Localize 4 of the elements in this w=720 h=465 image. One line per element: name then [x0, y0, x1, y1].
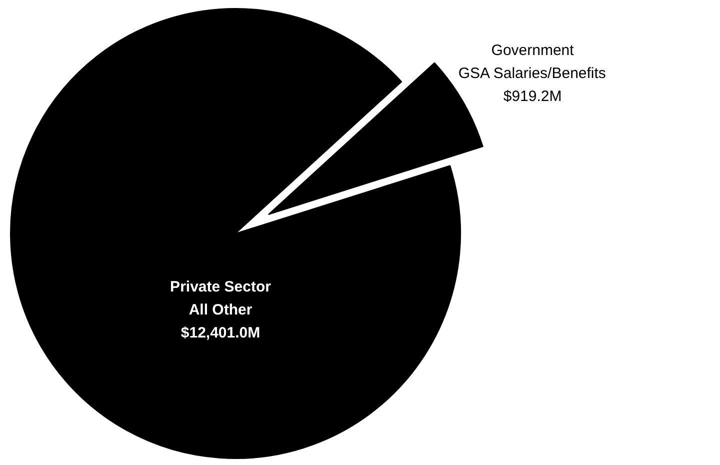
data-label: $919.2M	[503, 88, 562, 105]
data-label: $12,401.0M	[180, 324, 260, 342]
slice-label: Government GSA Salaries/Benefits	[458, 42, 606, 82]
slice-label: Private Sector All Other	[170, 278, 272, 318]
